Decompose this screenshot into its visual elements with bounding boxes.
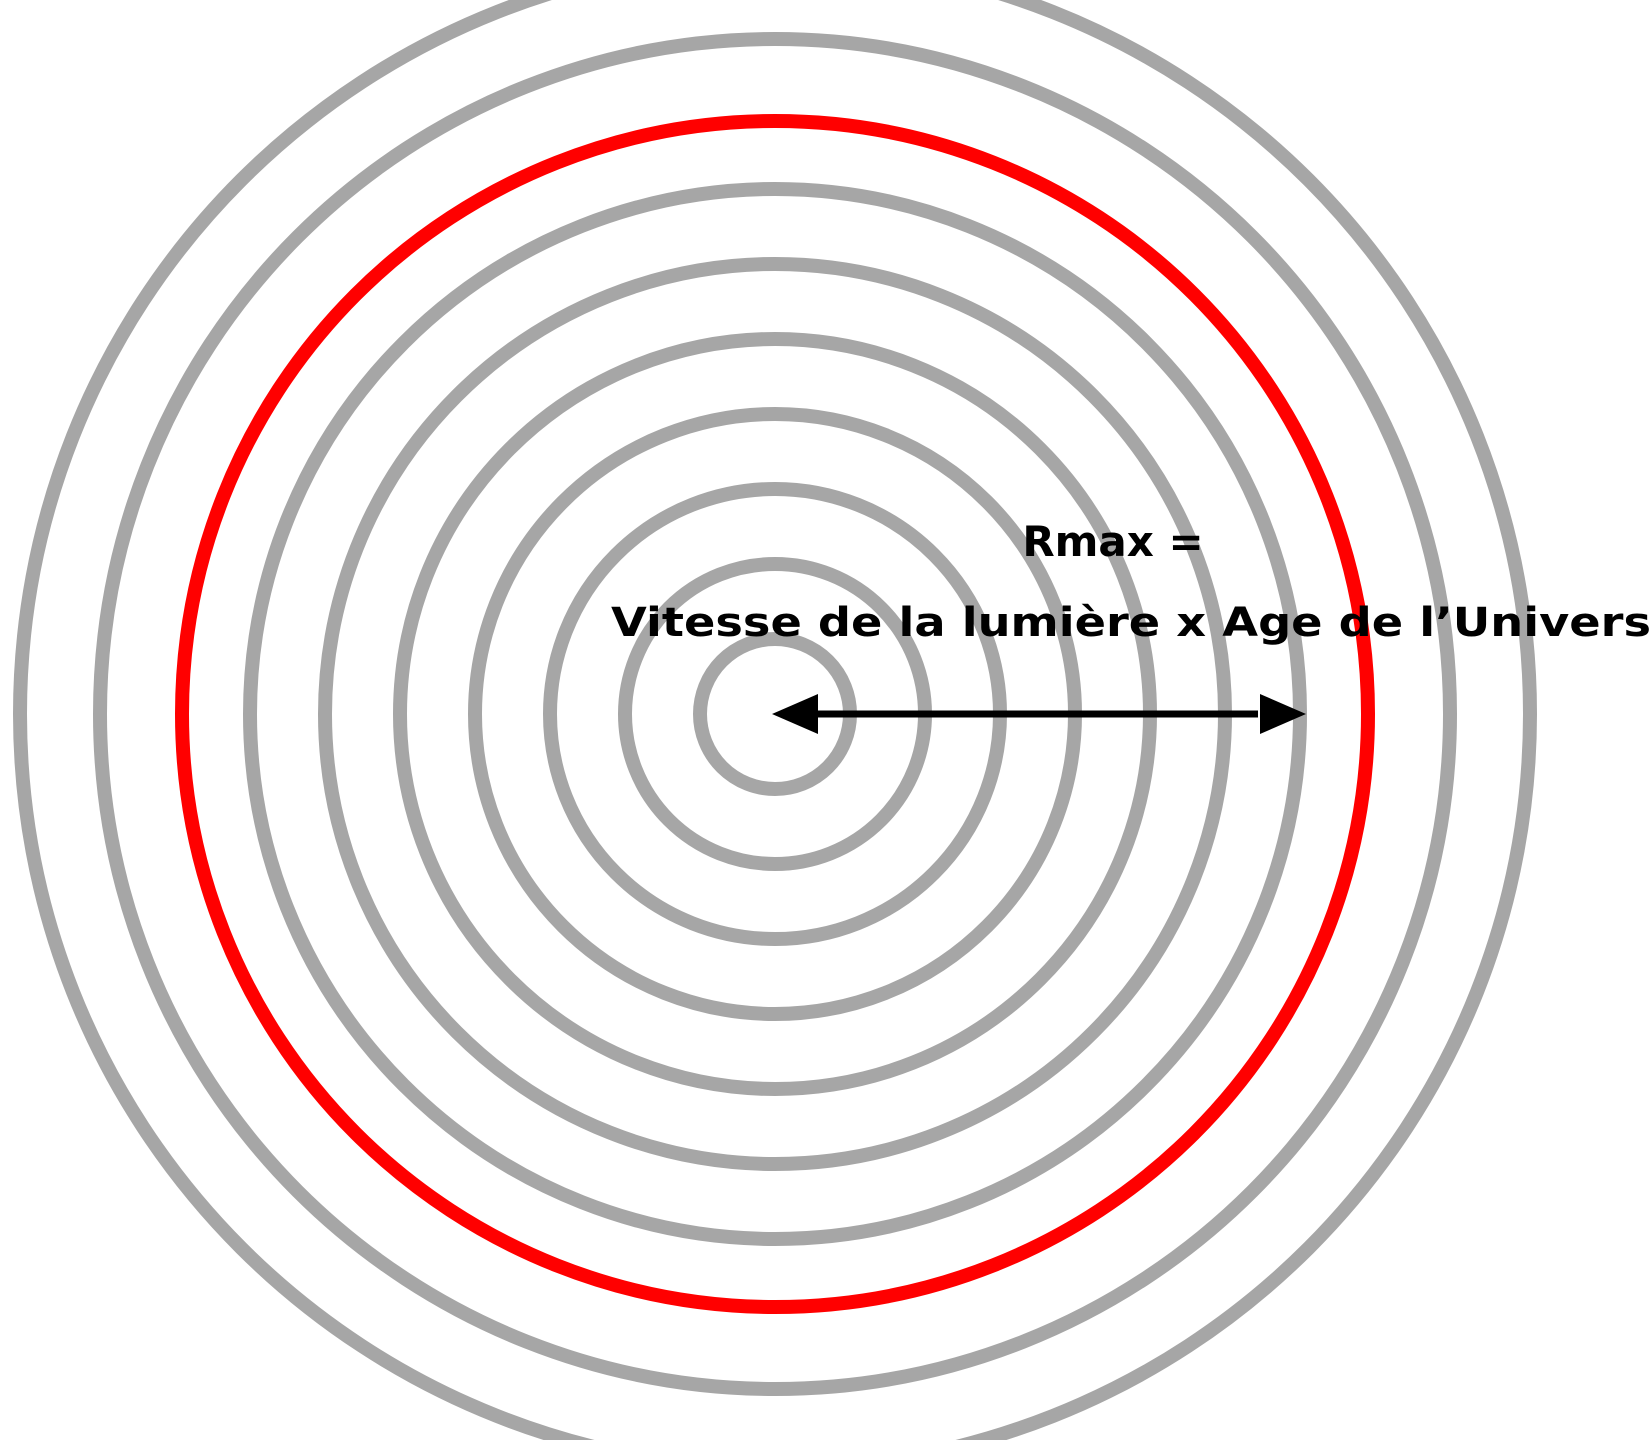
radius-arrow-head-left bbox=[772, 694, 818, 734]
ring bbox=[13, 0, 1537, 1440]
ring-group bbox=[13, 0, 1537, 1440]
highlighted-ring bbox=[175, 114, 1375, 1314]
formula-label: Vitesse de la lumière x Age de l’Univers bbox=[611, 600, 1651, 646]
ring bbox=[93, 32, 1457, 1396]
radius-arrow bbox=[772, 694, 1306, 734]
radius-arrow-head-right bbox=[1260, 694, 1306, 734]
rmax-label: Rmax = bbox=[1022, 517, 1203, 566]
